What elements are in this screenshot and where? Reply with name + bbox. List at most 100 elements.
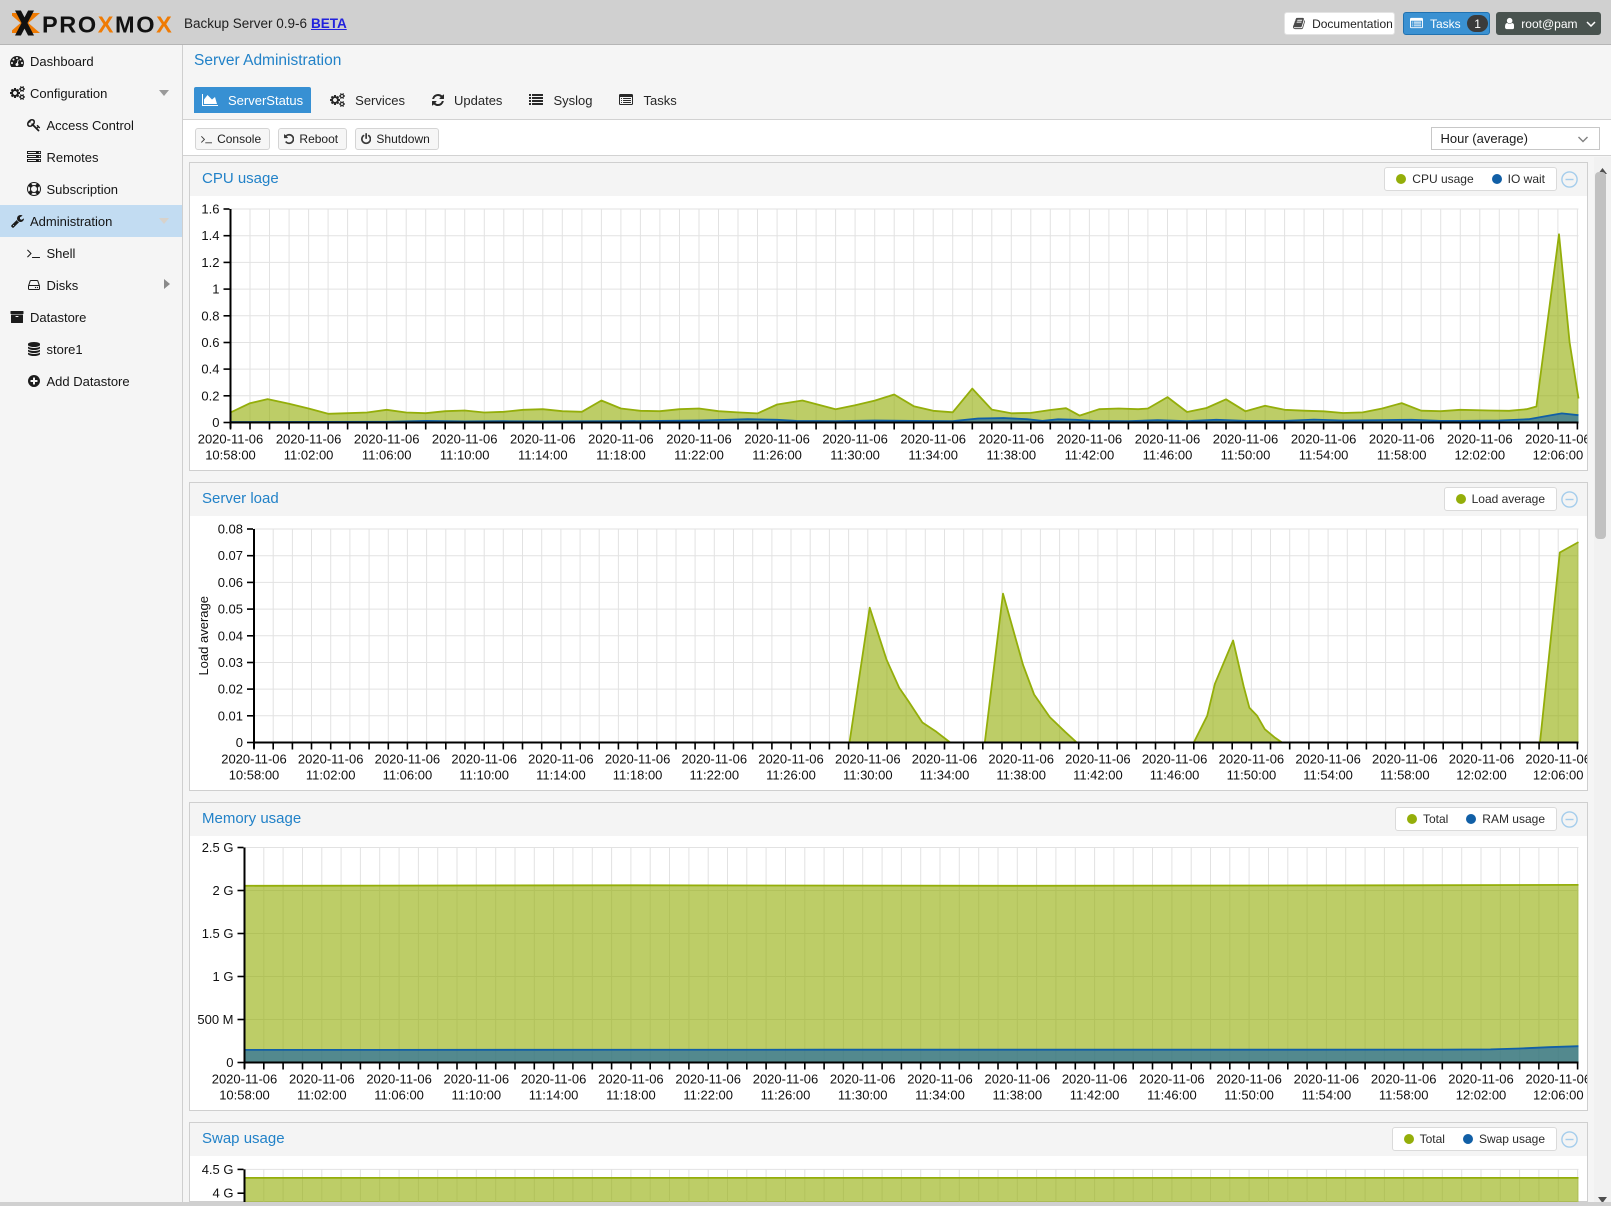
svg-text:11:02:00: 11:02:00 [284, 448, 334, 463]
svg-text:0.06: 0.06 [218, 575, 243, 590]
svg-text:11:26:00: 11:26:00 [752, 448, 802, 463]
svg-text:2020-11-06: 2020-11-06 [510, 432, 576, 447]
svg-text:2020-11-06: 2020-11-06 [375, 752, 441, 767]
svg-text:2020-11-06: 2020-11-06 [598, 1072, 664, 1087]
svg-text:11:38:00: 11:38:00 [986, 448, 1036, 463]
svg-text:11:22:00: 11:22:00 [683, 1088, 733, 1103]
svg-text:11:46:00: 11:46:00 [1150, 768, 1200, 783]
svg-text:12:02:00: 12:02:00 [1456, 768, 1507, 783]
svg-text:11:58:00: 11:58:00 [1379, 1088, 1429, 1103]
svg-text:12:06:00: 12:06:00 [1533, 448, 1584, 463]
svg-text:2020-11-06: 2020-11-06 [1369, 432, 1435, 447]
svg-text:0.6: 0.6 [201, 335, 219, 350]
svg-text:11:10:00: 11:10:00 [459, 768, 509, 783]
svg-text:0.05: 0.05 [218, 602, 243, 617]
svg-text:2020-11-06: 2020-11-06 [444, 1072, 510, 1087]
svg-text:2020-11-06: 2020-11-06 [1294, 1072, 1360, 1087]
svg-text:2.5 G: 2.5 G [202, 840, 234, 855]
svg-text:1: 1 [212, 282, 219, 297]
svg-text:12:02:00: 12:02:00 [1454, 448, 1505, 463]
svg-text:11:38:00: 11:38:00 [992, 1088, 1042, 1103]
svg-text:1.2: 1.2 [201, 255, 219, 270]
svg-text:12:06:00: 12:06:00 [1533, 768, 1584, 783]
svg-text:2020-11-06: 2020-11-06 [900, 432, 966, 447]
svg-text:2020-11-06: 2020-11-06 [1372, 752, 1438, 767]
svg-text:11:50:00: 11:50:00 [1227, 768, 1277, 783]
svg-text:2020-11-06: 2020-11-06 [907, 1072, 973, 1087]
svg-text:11:06:00: 11:06:00 [362, 448, 412, 463]
svg-text:2020-11-06: 2020-11-06 [432, 432, 498, 447]
svg-text:1.5 G: 1.5 G [202, 926, 234, 941]
svg-text:11:38:00: 11:38:00 [996, 768, 1046, 783]
svg-text:2020-11-06: 2020-11-06 [528, 752, 594, 767]
svg-text:11:30:00: 11:30:00 [830, 448, 880, 463]
svg-text:2020-11-06: 2020-11-06 [830, 1072, 896, 1087]
svg-text:1.6: 1.6 [201, 202, 219, 217]
svg-text:0.01: 0.01 [218, 708, 243, 723]
svg-text:11:10:00: 11:10:00 [440, 448, 490, 463]
svg-text:11:58:00: 11:58:00 [1380, 768, 1430, 783]
svg-text:2020-11-06: 2020-11-06 [682, 752, 748, 767]
svg-text:2020-11-06: 2020-11-06 [451, 752, 517, 767]
svg-text:11:10:00: 11:10:00 [451, 1088, 501, 1103]
svg-text:11:18:00: 11:18:00 [613, 768, 663, 783]
svg-text:2020-11-06: 2020-11-06 [744, 432, 810, 447]
svg-text:4 G: 4 G [213, 1186, 234, 1201]
svg-text:2020-11-06: 2020-11-06 [675, 1072, 741, 1087]
svg-text:11:34:00: 11:34:00 [920, 768, 970, 783]
svg-text:11:42:00: 11:42:00 [1073, 768, 1123, 783]
svg-text:2020-11-06: 2020-11-06 [289, 1072, 355, 1087]
svg-text:0.08: 0.08 [218, 522, 243, 537]
svg-text:11:46:00: 11:46:00 [1143, 448, 1193, 463]
svg-text:11:14:00: 11:14:00 [529, 1088, 579, 1103]
svg-text:2020-11-06: 2020-11-06 [988, 752, 1054, 767]
svg-text:2020-11-06: 2020-11-06 [588, 432, 654, 447]
svg-text:2020-11-06: 2020-11-06 [354, 432, 420, 447]
svg-text:11:58:00: 11:58:00 [1377, 448, 1427, 463]
svg-text:2020-11-06: 2020-11-06 [605, 752, 671, 767]
svg-text:0: 0 [236, 735, 243, 750]
svg-text:0.4: 0.4 [201, 362, 219, 377]
svg-text:11:50:00: 11:50:00 [1224, 1088, 1274, 1103]
svg-text:11:34:00: 11:34:00 [908, 448, 958, 463]
svg-text:500 M: 500 M [197, 1012, 233, 1027]
svg-text:11:26:00: 11:26:00 [766, 768, 816, 783]
svg-text:2020-11-06: 2020-11-06 [212, 1072, 278, 1087]
svg-text:0: 0 [212, 415, 219, 430]
svg-text:11:18:00: 11:18:00 [606, 1088, 656, 1103]
svg-text:2020-11-06: 2020-11-06 [758, 752, 824, 767]
svg-text:2020-11-06: 2020-11-06 [1139, 1072, 1205, 1087]
svg-text:12:06:00: 12:06:00 [1533, 1088, 1584, 1103]
svg-text:0.8: 0.8 [201, 308, 219, 323]
svg-text:4.5 G: 4.5 G [202, 1162, 234, 1177]
svg-text:2020-11-06: 2020-11-06 [1447, 432, 1513, 447]
svg-text:11:42:00: 11:42:00 [1070, 1088, 1120, 1103]
svg-text:11:30:00: 11:30:00 [843, 768, 893, 783]
svg-text:2020-11-06: 2020-11-06 [1526, 1072, 1587, 1087]
svg-text:11:46:00: 11:46:00 [1147, 1088, 1197, 1103]
svg-text:11:14:00: 11:14:00 [536, 768, 586, 783]
svg-text:11:54:00: 11:54:00 [1302, 1088, 1352, 1103]
svg-text:11:50:00: 11:50:00 [1221, 448, 1271, 463]
svg-text:2020-11-06: 2020-11-06 [1295, 752, 1361, 767]
svg-text:2020-11-06: 2020-11-06 [753, 1072, 819, 1087]
svg-text:11:02:00: 11:02:00 [297, 1088, 347, 1103]
svg-text:2020-11-06: 2020-11-06 [822, 432, 888, 447]
svg-text:1.4: 1.4 [201, 228, 219, 243]
svg-text:2020-11-06: 2020-11-06 [1525, 752, 1587, 767]
svg-text:0.02: 0.02 [218, 682, 243, 697]
svg-text:2020-11-06: 2020-11-06 [1135, 432, 1201, 447]
svg-text:11:26:00: 11:26:00 [761, 1088, 811, 1103]
svg-text:10:58:00: 10:58:00 [219, 1088, 270, 1103]
svg-text:0.2: 0.2 [201, 388, 219, 403]
svg-text:2020-11-06: 2020-11-06 [221, 752, 287, 767]
svg-text:2020-11-06: 2020-11-06 [1371, 1072, 1437, 1087]
svg-text:0.03: 0.03 [218, 655, 243, 670]
svg-text:2020-11-06: 2020-11-06 [1142, 752, 1208, 767]
svg-text:1 G: 1 G [213, 969, 234, 984]
svg-text:12:02:00: 12:02:00 [1456, 1088, 1507, 1103]
svg-text:2020-11-06: 2020-11-06 [1291, 432, 1357, 447]
svg-text:11:54:00: 11:54:00 [1303, 768, 1353, 783]
svg-text:0.07: 0.07 [218, 548, 243, 563]
svg-text:10:58:00: 10:58:00 [205, 448, 256, 463]
